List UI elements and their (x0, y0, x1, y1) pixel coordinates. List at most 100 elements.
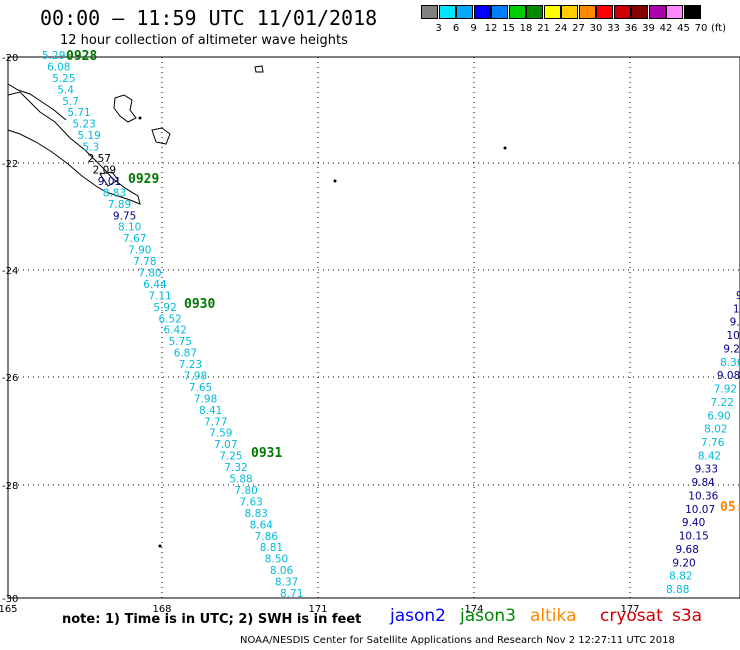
swh-value: 8.83 (103, 187, 126, 199)
swh-value: 8.83 (245, 508, 268, 520)
lon-tick-label: 165 (0, 604, 18, 615)
swh-value: 7.65 (189, 382, 212, 394)
colorbar-swatch (631, 5, 648, 19)
swh-value: 8.10 (118, 222, 141, 234)
swh-value: 7.92 (714, 384, 737, 396)
time-label: 05:4 (720, 500, 740, 515)
colorbar-label: 12 (484, 23, 498, 34)
swh-value: 7.80 (138, 267, 161, 279)
swh-value: 8.02 (704, 424, 727, 436)
page-subtitle: 12 hour collection of altimeter wave hei… (60, 33, 348, 48)
island-dot (138, 116, 142, 120)
map-frame (7, 56, 740, 599)
colorbar-label: 21 (537, 23, 550, 34)
swh-value: 6.87 (174, 348, 197, 360)
colorbar-label: 15 (502, 23, 515, 34)
swh-value: 8.37 (275, 577, 298, 589)
swh-value: 11 (733, 303, 740, 315)
colorbar-label: 42 (659, 23, 673, 34)
swh-value: 7.76 (701, 437, 725, 449)
colorbar-swatch (596, 5, 613, 19)
swh-value: 8.50 (265, 554, 288, 566)
colorbar-label: 70 (694, 23, 708, 34)
lat-tick-label: -28 (2, 481, 18, 492)
colorbar-swatch (613, 5, 631, 19)
colorbar-label: 30 (589, 23, 603, 34)
colorbar-label: 9 (470, 23, 477, 34)
swh-value: 9.2 (723, 343, 740, 355)
swh-value: 6.08 (47, 61, 70, 73)
swh-value: 10.07 (685, 504, 715, 516)
page-title: 00:00 – 11:59 UTC 11/01/2018 (40, 6, 378, 30)
swh-value: 8.88 (666, 584, 689, 596)
colorbar-swatch (543, 5, 561, 19)
swh-value: 10.36 (688, 490, 718, 502)
colorbar-label: 45 (677, 23, 690, 34)
swh-value: 7.86 (255, 531, 279, 543)
coastline (151, 127, 171, 145)
swh-value: 7.78 (133, 256, 156, 268)
colorbar-label: 27 (572, 23, 585, 34)
swh-value: 9.40 (682, 517, 705, 529)
lat-tick-label: -24 (2, 266, 18, 277)
swh-value: 7.63 (239, 496, 262, 508)
swh-value: 7.67 (123, 233, 146, 245)
swh-value: 7.59 (209, 428, 232, 440)
colorbar-swatch (421, 5, 438, 19)
swh-value: 5.7 (62, 96, 79, 108)
colorbar-swatch (491, 5, 508, 19)
island-dot (503, 146, 507, 150)
colorbar-swatch (438, 5, 456, 19)
footer-credit: NOAA/NESDIS Center for Satellite Applica… (240, 635, 675, 646)
swh-value: 5.23 (72, 119, 95, 131)
swh-value: 9 (736, 290, 740, 302)
swh-value: 9.33 (695, 464, 718, 476)
legend-jason2: jason2 (390, 606, 446, 626)
swh-value: 5.19 (77, 130, 100, 142)
swh-value: 10.15 (679, 531, 709, 543)
swh-value: 8.42 (698, 450, 721, 462)
legend-s3a: s3a (672, 606, 703, 626)
swh-value: 8.71 (280, 588, 303, 600)
colorbar-swatch (683, 5, 701, 19)
colorbar-swatch (578, 5, 596, 19)
time-label: 0930 (184, 297, 215, 312)
lon-tick-label: 177 (620, 604, 639, 615)
coastline (113, 94, 137, 123)
colorbar-swatch (473, 5, 491, 19)
swh-value: 8.36 (720, 357, 740, 369)
swh-value: 7.98 (194, 393, 217, 405)
colorbar-swatch (526, 5, 543, 19)
swh-value: 9.75 (113, 210, 136, 222)
footer-note: note: 1) Time is in UTC; 2) SWH is in fe… (62, 612, 362, 627)
swh-value: 2.09 (93, 164, 116, 176)
colorbar-label: 33 (607, 23, 620, 34)
swh-value: 5.92 (153, 302, 176, 314)
swh-value: 9. (730, 317, 740, 329)
swh-value: 9.20 (672, 557, 695, 569)
swh-value: 6.52 (158, 313, 181, 325)
colorbar-swatch (508, 5, 526, 19)
colorbar-swatch (456, 5, 473, 19)
swh-value: 7.89 (108, 199, 131, 211)
legend-jason3: jason3 (460, 606, 516, 626)
colorbar-swatch (648, 5, 666, 19)
lat-tick-label: -20 (2, 53, 18, 64)
swh-value: 6.44 (143, 279, 167, 291)
swh-value: 7.07 (214, 439, 237, 451)
time-label: 0931 (251, 446, 282, 461)
swh-value: 6.42 (164, 325, 187, 337)
swh-value: 8.06 (270, 565, 294, 577)
swh-value: 9.01 (98, 176, 121, 188)
coastline (7, 91, 141, 205)
legend-cryosat: cryosat (600, 606, 663, 626)
colorbar-swatch (666, 5, 683, 19)
swh-value: 7.80 (234, 485, 257, 497)
swh-value: 5.71 (67, 107, 90, 119)
swh-value: 9.84 (691, 477, 715, 489)
lat-tick-label: -22 (2, 159, 18, 170)
swh-value: 7.90 (128, 245, 151, 257)
colorbar-label: 18 (519, 23, 533, 34)
time-label: 0929 (128, 172, 159, 187)
